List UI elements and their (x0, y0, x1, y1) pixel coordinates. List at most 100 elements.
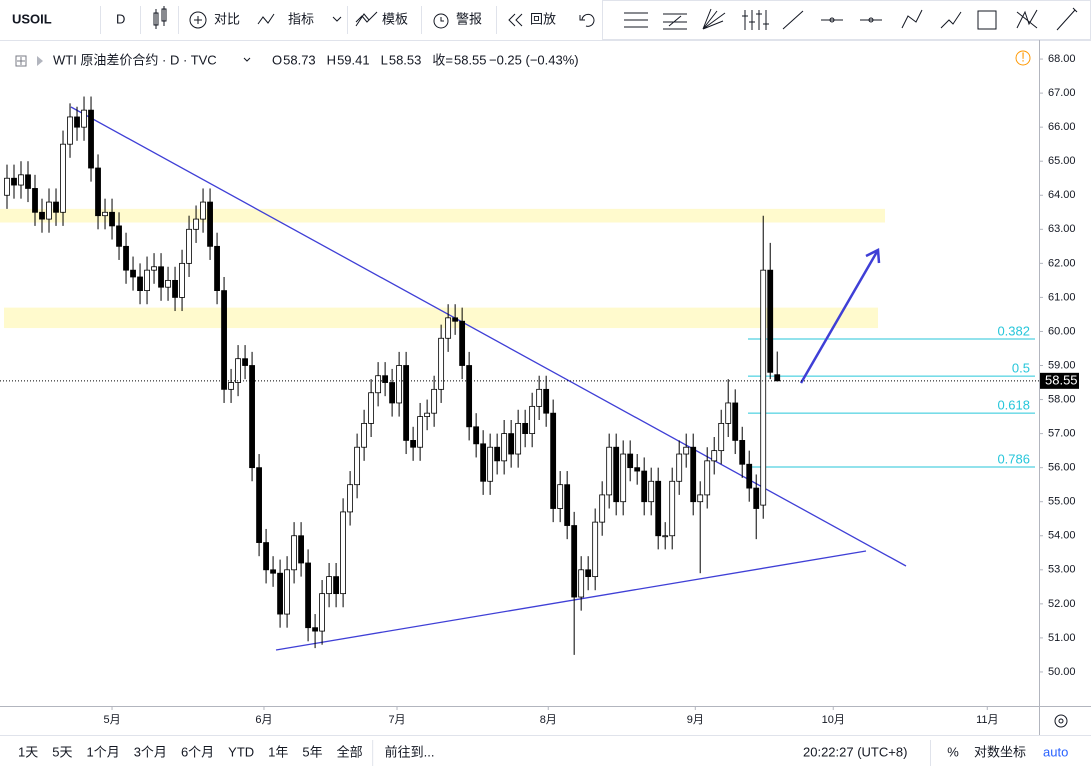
candle-body (284, 569, 290, 615)
y-tick-label: 58.00 (1048, 393, 1076, 405)
candle-body (711, 450, 718, 462)
range-button[interactable]: 1个月 (86, 744, 119, 759)
candle-body (753, 487, 760, 509)
x-tick-label: 6月 (255, 714, 272, 726)
fib-label: 0.786 (997, 451, 1030, 466)
change: −0.25 (−0.43%) (489, 52, 579, 67)
symbol[interactable]: USOIL (12, 11, 52, 26)
goto-button[interactable]: 前往到... (385, 744, 435, 759)
highlight-zone (0, 208, 885, 223)
candle-body (487, 446, 494, 482)
tool[interactable] (901, 9, 923, 29)
y-tick-label: 56.00 (1048, 462, 1076, 474)
compare-button[interactable]: 对比 (189, 11, 240, 29)
candle-body (39, 211, 45, 220)
candle-body (235, 358, 241, 383)
tool[interactable] (702, 8, 726, 30)
candle-body (340, 511, 346, 595)
candle-body (480, 443, 487, 482)
tool[interactable] (1016, 9, 1038, 29)
candle-body (683, 446, 690, 455)
bottom-bar: 1天 5天 1个月 3个月 6个月 YTD 1年 5年 全部 前往到... (18, 740, 435, 766)
undo-button[interactable] (579, 13, 595, 27)
candle-body (669, 480, 676, 537)
candle-body (704, 460, 711, 496)
alerts-button[interactable]: 警报 (433, 11, 482, 29)
candle-body (494, 446, 501, 462)
trendline (70, 106, 907, 567)
auto-toggle[interactable]: auto (1043, 744, 1068, 759)
candle-body (641, 470, 648, 503)
range-button[interactable]: 6个月 (181, 744, 214, 759)
range-button[interactable]: 3个月 (134, 744, 167, 759)
chart-type-icon[interactable] (153, 6, 167, 29)
candle-body (431, 388, 438, 414)
clock: 20:22:27 (UTC+8) (803, 744, 907, 759)
dropdown[interactable] (243, 57, 251, 62)
candle-body (557, 484, 564, 509)
legend-header: WTI 原油差价合约 · D · TVC O 58.73 H 59.41 L 58.53 收… (15, 49, 1031, 67)
tool[interactable] (829, 17, 835, 23)
y-tick-label: 63.00 (1048, 223, 1076, 235)
candle-body (396, 365, 403, 404)
flag-icon (37, 56, 43, 66)
settings-icon[interactable] (1054, 714, 1068, 728)
y-tick-label: 55.00 (1048, 496, 1076, 508)
y-tick-label: 53.00 (1048, 564, 1076, 576)
candle-body (347, 484, 354, 513)
candle-body (158, 266, 164, 288)
candle-body (508, 433, 515, 455)
y-tick-label: 61.00 (1048, 291, 1076, 303)
x-tick-label: 9月 (687, 714, 704, 726)
x-tick-label: 8月 (540, 714, 557, 726)
x-tick-label: 10月 (822, 714, 845, 726)
candle-body (774, 374, 781, 382)
tool[interactable] (977, 10, 997, 30)
range-button[interactable]: 5天 (52, 744, 72, 759)
candle-body (690, 446, 697, 503)
tool[interactable] (940, 11, 962, 29)
interval[interactable]: D (116, 11, 125, 26)
candle-body (242, 358, 248, 366)
candle-body (648, 480, 655, 503)
candle-body (389, 382, 396, 404)
warning-icon[interactable] (1015, 50, 1031, 66)
warning-mark: ! (1021, 49, 1025, 64)
price-label: 58.55 (1045, 372, 1078, 387)
candle-body (578, 569, 585, 598)
candle-body (466, 365, 473, 428)
x-tick-label: 7月 (388, 714, 405, 726)
candle-body (585, 569, 592, 578)
range-button[interactable]: 1年 (268, 744, 288, 759)
percent-toggle[interactable]: % (947, 744, 959, 759)
tool[interactable] (624, 12, 648, 28)
candle-body (767, 269, 774, 373)
candle-body (74, 116, 80, 128)
candle-body (592, 521, 599, 578)
candle-body (732, 402, 739, 441)
log-toggle[interactable]: 对数坐标 (974, 744, 1026, 759)
range-button[interactable]: 1天 (18, 744, 38, 759)
candle-body (620, 453, 627, 503)
tool[interactable] (1056, 7, 1078, 31)
y-tick-label: 59.00 (1048, 359, 1076, 371)
y-tick-label: 54.00 (1048, 530, 1076, 542)
indicators-button[interactable]: 指标 (257, 11, 342, 26)
drawing-toolbar (602, 0, 1091, 40)
candle-body (186, 228, 192, 264)
candle-body (501, 433, 508, 462)
tool[interactable] (663, 13, 687, 30)
ohlc-value: 58.55 (454, 52, 487, 67)
candle-body (207, 201, 213, 247)
candle-body (109, 211, 115, 227)
tool[interactable] (742, 10, 769, 30)
replay-button[interactable]: 回放 (508, 11, 556, 26)
range-button[interactable]: 全部 (337, 744, 363, 759)
tool[interactable] (782, 10, 804, 30)
y-tick-label: 52.00 (1048, 598, 1076, 610)
tool[interactable] (868, 17, 874, 23)
range-button[interactable]: 5年 (302, 744, 322, 759)
range-button[interactable]: YTD (228, 744, 254, 759)
templates-button[interactable]: 模板 (355, 11, 408, 26)
expand-icon[interactable] (15, 55, 27, 67)
